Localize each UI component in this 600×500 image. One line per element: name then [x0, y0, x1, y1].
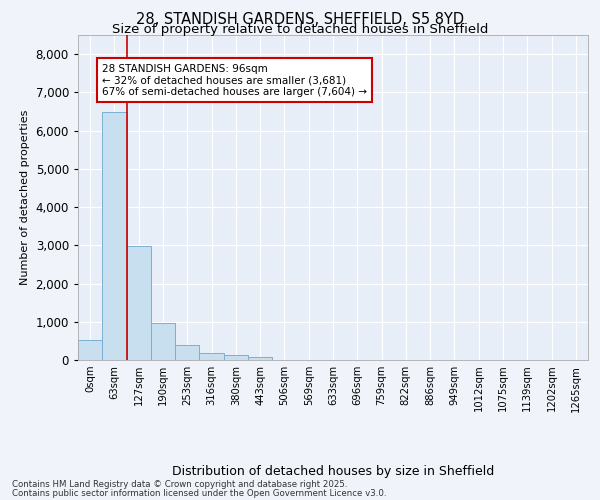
- Bar: [248, 357, 272, 360]
- Text: 28 STANDISH GARDENS: 96sqm
← 32% of detached houses are smaller (3,681)
67% of s: 28 STANDISH GARDENS: 96sqm ← 32% of deta…: [102, 64, 367, 97]
- Bar: [175, 346, 199, 360]
- Bar: [224, 355, 248, 360]
- Text: Size of property relative to detached houses in Sheffield: Size of property relative to detached ho…: [112, 24, 488, 36]
- Bar: [78, 340, 102, 360]
- Text: Distribution of detached houses by size in Sheffield: Distribution of detached houses by size …: [172, 464, 494, 477]
- Bar: [102, 112, 127, 360]
- Bar: [151, 322, 175, 360]
- Text: Contains HM Land Registry data © Crown copyright and database right 2025.: Contains HM Land Registry data © Crown c…: [12, 480, 347, 489]
- Text: 28, STANDISH GARDENS, SHEFFIELD, S5 8YD: 28, STANDISH GARDENS, SHEFFIELD, S5 8YD: [136, 12, 464, 26]
- Bar: [199, 354, 224, 360]
- Y-axis label: Number of detached properties: Number of detached properties: [20, 110, 30, 285]
- Bar: [127, 246, 151, 360]
- Text: Contains public sector information licensed under the Open Government Licence v3: Contains public sector information licen…: [12, 488, 386, 498]
